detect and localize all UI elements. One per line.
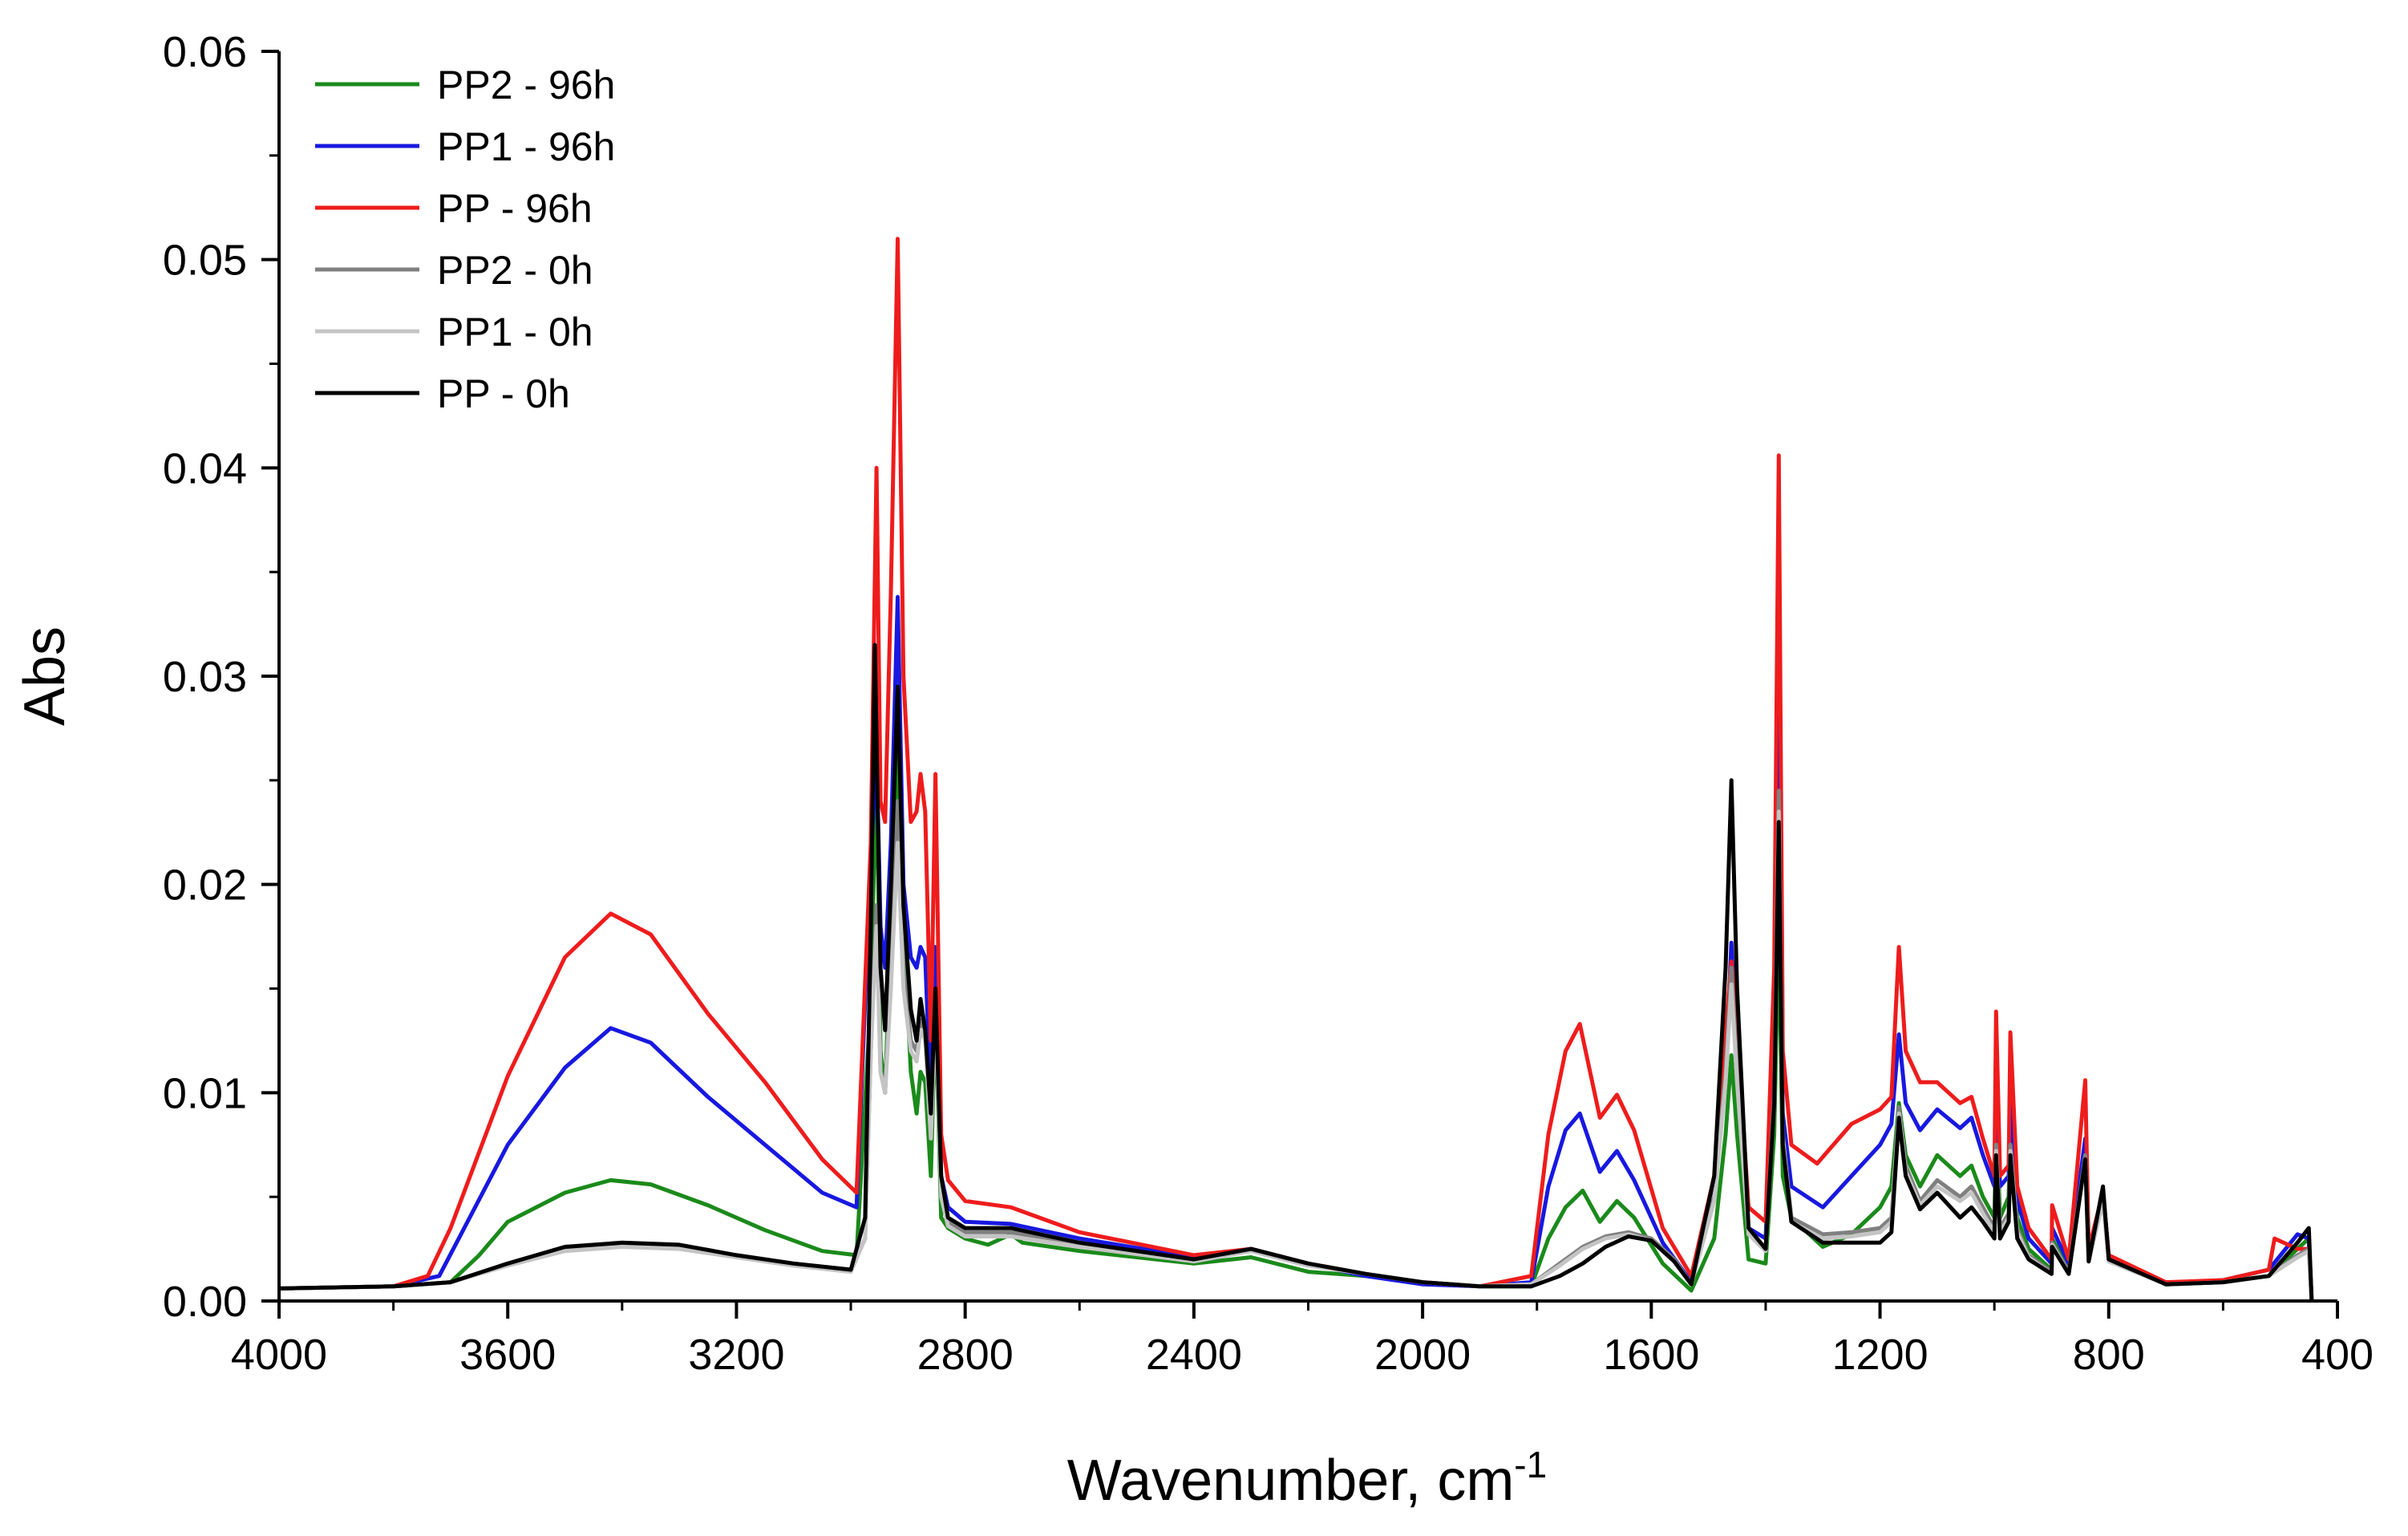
x-tick-label: 1200 (1831, 1331, 1928, 1379)
y-tick-label: 0.06 (163, 28, 247, 76)
series-line-pp-96h (278, 237, 2314, 1302)
legend-label: PP1 - 96h (437, 124, 615, 169)
x-tick-label: 400 (2301, 1331, 2374, 1379)
y-ticks: 0.00 0.01 0.02 0.03 0.04 0.05 0.06 (163, 28, 279, 1326)
y-tick-label: 0.03 (163, 653, 247, 701)
y-axis-label: Abs (13, 626, 77, 726)
legend-label: PP2 - 96h (437, 63, 615, 107)
x-axis-label-superscript: -1 (1514, 1444, 1547, 1485)
x-tick-label: 4000 (231, 1331, 327, 1379)
x-ticks: 4000 3600 3200 2800 2400 2000 1600 1200 800 400 (231, 1301, 2374, 1379)
x-tick-label: 2400 (1146, 1331, 1242, 1379)
axes-layer (277, 51, 2337, 1303)
series-line-pp-0h (278, 642, 2314, 1302)
y-tick-label: 0.04 (163, 444, 247, 492)
y-tick-label: 0.05 (163, 237, 247, 285)
x-axis-label-main: Wavenumber, cm (1067, 1449, 1515, 1513)
y-tick-label: 0.01 (163, 1069, 247, 1117)
x-tick-label: 3600 (459, 1331, 556, 1379)
legend-label: PP2 - 0h (437, 248, 593, 293)
x-tick-label: 3200 (688, 1331, 784, 1379)
x-tick-label: 2800 (917, 1331, 1014, 1379)
legend: PP2 - 96h PP1 - 96h PP - 96h PP2 - 0h PP1 - … (315, 63, 615, 416)
y-tick-label: 0.02 (163, 861, 247, 910)
y-tick-label: 0.00 (163, 1278, 247, 1326)
legend-label: PP1 - 0h (437, 310, 593, 355)
x-tick-label: 2000 (1374, 1331, 1471, 1379)
x-tick-label: 1600 (1603, 1331, 1699, 1379)
legend-label: PP - 96h (437, 186, 593, 231)
legend-label: PP - 0h (437, 371, 570, 416)
x-axis-label: Wavenumber, cm-1 (1067, 1444, 1547, 1513)
series-layer (278, 237, 2314, 1302)
x-tick-label: 800 (2073, 1331, 2145, 1379)
